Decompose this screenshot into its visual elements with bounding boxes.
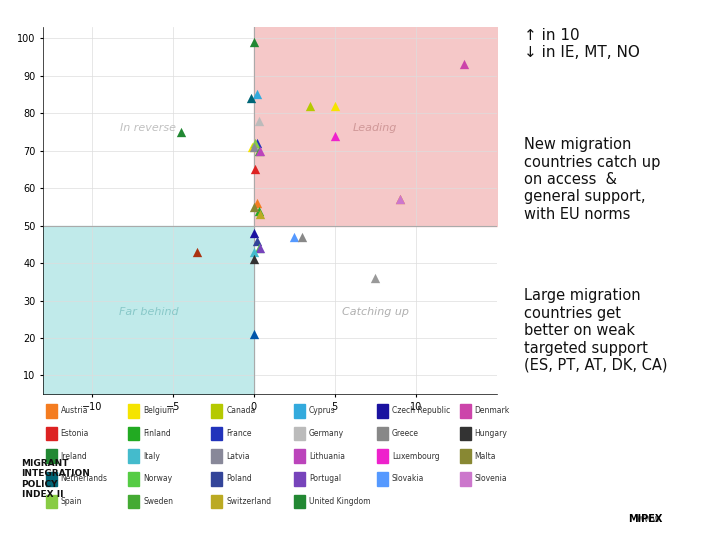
Text: Estonia: Estonia [60, 429, 89, 438]
Point [251, 237, 263, 245]
FancyBboxPatch shape [294, 495, 305, 509]
Point [253, 206, 264, 215]
FancyBboxPatch shape [211, 449, 222, 463]
Text: MIPEX: MIPEX [628, 514, 662, 524]
Text: Austria: Austria [60, 407, 88, 415]
Point [251, 199, 263, 207]
Point [253, 244, 264, 252]
FancyBboxPatch shape [377, 427, 388, 441]
FancyBboxPatch shape [45, 404, 57, 418]
Text: Luxembourg: Luxembourg [392, 452, 439, 461]
Point [175, 127, 186, 136]
FancyBboxPatch shape [211, 427, 222, 441]
Text: Spain: Spain [60, 497, 82, 506]
FancyBboxPatch shape [294, 449, 305, 463]
Text: France: France [226, 429, 252, 438]
Point [253, 116, 264, 125]
Point [248, 38, 259, 46]
Point [251, 139, 263, 147]
Point [297, 233, 308, 241]
FancyBboxPatch shape [294, 472, 305, 486]
Point [394, 195, 405, 204]
FancyBboxPatch shape [459, 449, 471, 463]
Text: Far behind: Far behind [119, 307, 179, 317]
Point [305, 102, 316, 110]
Text: Denmark: Denmark [474, 407, 510, 415]
Text: Ireland: Ireland [60, 452, 87, 461]
FancyBboxPatch shape [128, 404, 140, 418]
FancyBboxPatch shape [45, 449, 57, 463]
Point [192, 247, 203, 256]
Text: Canada: Canada [226, 407, 256, 415]
Text: Leading: Leading [353, 123, 397, 133]
Point [248, 202, 259, 211]
Point [329, 131, 341, 140]
Text: Poland: Poland [226, 475, 252, 483]
FancyBboxPatch shape [211, 495, 222, 509]
Text: Large migration
countries get
better on weak
targeted support
(ES, PT, AT, DK, C: Large migration countries get better on … [524, 288, 667, 373]
FancyBboxPatch shape [45, 495, 57, 509]
FancyBboxPatch shape [128, 472, 140, 486]
Text: Czech Republic: Czech Republic [392, 407, 450, 415]
Point [248, 247, 259, 256]
Point [251, 90, 263, 99]
Text: Germany: Germany [309, 429, 344, 438]
FancyBboxPatch shape [45, 472, 57, 486]
Point [394, 195, 405, 204]
Point [248, 229, 259, 238]
Point [255, 244, 266, 252]
Point [253, 146, 264, 155]
Text: Greece: Greece [392, 429, 419, 438]
FancyBboxPatch shape [211, 404, 222, 418]
Text: Belgium: Belgium [143, 407, 175, 415]
FancyBboxPatch shape [377, 449, 388, 463]
Text: Hungary: Hungary [474, 429, 508, 438]
Text: United Kingdom: United Kingdom [309, 497, 371, 506]
Text: Portugal: Portugal [309, 475, 341, 483]
Text: MIGRANT
INTEGRATION
POLICY
INDEX II: MIGRANT INTEGRATION POLICY INDEX II [22, 459, 91, 499]
FancyBboxPatch shape [459, 427, 471, 441]
FancyBboxPatch shape [459, 404, 471, 418]
Text: Latvia: Latvia [226, 452, 250, 461]
Point [255, 210, 266, 219]
Point [248, 255, 259, 264]
FancyBboxPatch shape [294, 404, 305, 418]
Text: Netherlands: Netherlands [60, 475, 107, 483]
FancyBboxPatch shape [45, 427, 57, 441]
FancyBboxPatch shape [377, 404, 388, 418]
Text: Finland: Finland [143, 429, 171, 438]
Text: Slovakia: Slovakia [392, 475, 424, 483]
Point [289, 233, 300, 241]
Text: Lithuania: Lithuania [309, 452, 345, 461]
Text: Italy: Italy [143, 452, 161, 461]
Text: Switzerland: Switzerland [226, 497, 271, 506]
Point [329, 102, 341, 110]
Text: www.: www. [636, 514, 662, 524]
Text: In reverse: In reverse [120, 123, 176, 133]
FancyBboxPatch shape [377, 472, 388, 486]
Point [250, 165, 261, 174]
Point [245, 94, 256, 103]
Point [255, 146, 266, 155]
Point [248, 330, 259, 339]
FancyBboxPatch shape [294, 427, 305, 441]
Text: ↑ in 10
↓ in IE, MT, NO: ↑ in 10 ↓ in IE, MT, NO [524, 28, 640, 60]
Text: Catching up: Catching up [342, 307, 409, 317]
FancyBboxPatch shape [128, 449, 140, 463]
Point [250, 139, 261, 147]
Text: New migration
countries catch up
on access  &
general support,
with EU norms: New migration countries catch up on acce… [524, 137, 661, 222]
Text: Sweden: Sweden [143, 497, 174, 506]
Text: Malta: Malta [474, 452, 496, 461]
Text: Slovenia: Slovenia [474, 475, 507, 483]
FancyBboxPatch shape [128, 495, 140, 509]
Point [248, 143, 259, 151]
Text: Norway: Norway [143, 475, 173, 483]
Point [369, 274, 381, 282]
Point [246, 143, 258, 151]
Point [459, 60, 470, 69]
FancyBboxPatch shape [211, 472, 222, 486]
FancyBboxPatch shape [128, 427, 140, 441]
Text: Cyprus: Cyprus [309, 407, 336, 415]
FancyBboxPatch shape [459, 472, 471, 486]
